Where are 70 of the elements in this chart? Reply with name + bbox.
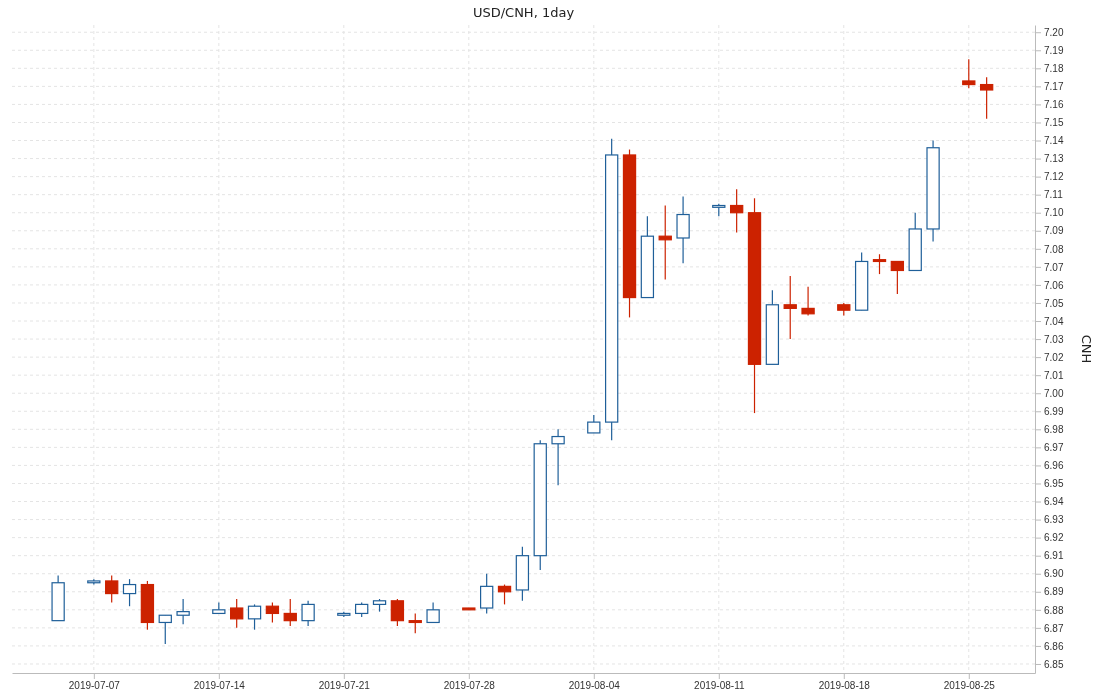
y-tick-label: 7.09 (1044, 225, 1064, 237)
candlestick (408, 612, 422, 634)
candlestick (729, 188, 744, 234)
x-tick-label: 2019-08-04 (568, 680, 621, 692)
x-tick-label: 2019-07-21 (318, 680, 371, 692)
candlestick (587, 414, 601, 434)
y-tick-label: 6.99 (1044, 405, 1064, 417)
x-tick-label: 2019-07-14 (193, 680, 246, 692)
candlestick (301, 600, 315, 627)
y-tick-label: 6.95 (1044, 478, 1064, 490)
y-tick-label: 7.02 (1044, 351, 1064, 363)
y-tick-label: 7.12 (1044, 171, 1064, 183)
y-tick-label: 6.94 (1044, 496, 1064, 508)
candlestick (979, 76, 994, 120)
y-tick-label: 6.85 (1044, 658, 1064, 670)
x-tick-label: 2019-08-25 (943, 680, 996, 692)
y-tick-label: 7.07 (1044, 261, 1064, 273)
candlestick (122, 578, 137, 607)
candlestick (265, 602, 280, 624)
candlestick (497, 583, 512, 606)
y-tick-label: 7.08 (1044, 243, 1064, 255)
y-tick-label: 7.01 (1044, 369, 1064, 381)
y-tick-label: 7.04 (1044, 315, 1064, 327)
y-tick-label: 7.00 (1044, 387, 1064, 399)
candlestick (105, 574, 119, 604)
y-tick-label: 7.06 (1044, 279, 1064, 291)
y-tick-label: 6.97 (1044, 442, 1064, 454)
candlestick (676, 195, 690, 264)
candlestick (551, 428, 565, 486)
y-tick-label: 7.19 (1044, 44, 1064, 56)
candlestick (801, 286, 815, 317)
candlestick (962, 58, 976, 89)
y-tick-label: 6.87 (1044, 622, 1064, 634)
y-tick-label: 6.92 (1044, 532, 1064, 544)
x-tick-label: 2019-08-18 (818, 680, 871, 692)
y-tick-label: 7.03 (1044, 333, 1064, 345)
candlestick (176, 598, 190, 625)
y-tick-label: 7.17 (1044, 81, 1064, 93)
candlestick (230, 598, 244, 629)
y-tick-label: 7.15 (1044, 117, 1064, 129)
y-tick-label: 7.14 (1044, 135, 1064, 147)
x-tick-label: 2019-07-28 (443, 680, 496, 692)
y-tick-label: 7.10 (1044, 207, 1064, 219)
y-tick-label: 6.89 (1044, 586, 1064, 598)
candlestick (390, 598, 405, 627)
y-tick-label: 6.91 (1044, 550, 1064, 562)
y-tick-label: 7.18 (1044, 63, 1064, 75)
y-tick-label: 6.98 (1044, 424, 1064, 436)
y-tick-label: 7.11 (1044, 189, 1064, 201)
candlestick (890, 260, 905, 295)
candlestick (480, 573, 494, 615)
candlestick (247, 603, 262, 631)
x-tick-label: 2019-07-07 (68, 680, 121, 692)
candlestick (158, 614, 172, 645)
y-tick-label: 6.86 (1044, 640, 1064, 652)
y-axis-title: CNH (1079, 334, 1094, 364)
y-tick-label: 7.20 (1044, 26, 1064, 38)
y-tick-label: 6.96 (1044, 460, 1064, 472)
candlestick (783, 275, 797, 340)
candlestick (426, 602, 440, 624)
y-tick-label: 6.90 (1044, 568, 1064, 580)
y-tick-label: 7.16 (1044, 99, 1064, 111)
y-tick-label: 6.93 (1044, 514, 1064, 526)
y-tick-label: 7.05 (1044, 297, 1064, 309)
y-tick-label: 7.13 (1044, 153, 1064, 165)
chart-title: USD/CNH, 1day (472, 5, 575, 20)
candlestick (872, 253, 887, 275)
y-tick-label: 6.88 (1044, 604, 1064, 616)
x-tick-label: 2019-08-11 (694, 680, 745, 692)
candlestick (283, 598, 297, 627)
